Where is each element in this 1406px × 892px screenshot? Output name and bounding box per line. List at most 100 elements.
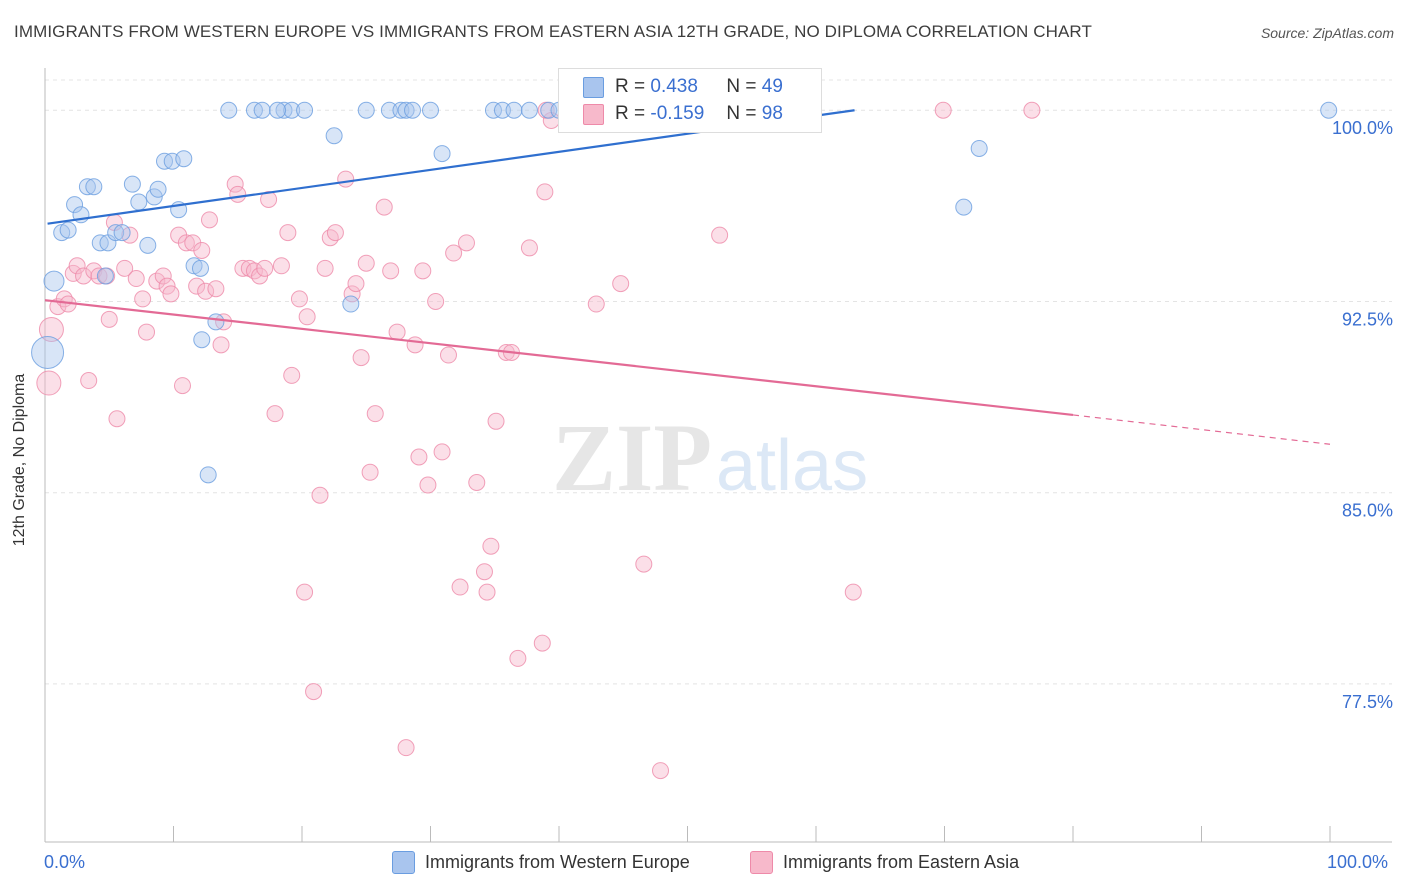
legend-swatch-eastern-asia [750, 851, 773, 874]
data-point [107, 224, 125, 242]
data-point [66, 196, 84, 214]
data-point [404, 101, 422, 119]
data-point [433, 145, 451, 163]
data-point [484, 101, 502, 119]
data-point [311, 486, 329, 504]
data-point [410, 448, 428, 466]
data-point [397, 739, 415, 757]
data-point [347, 275, 365, 293]
legend-n-value: 49 [761, 76, 783, 97]
watermark-atlas: atlas [716, 426, 868, 506]
series-western-europe-points [31, 101, 1338, 484]
y-tick-label: 100.0% [1332, 118, 1393, 138]
data-point [296, 583, 314, 601]
x-tick-label-max: 100.0% [1327, 852, 1389, 872]
data-point [158, 277, 176, 295]
data-point [100, 310, 118, 328]
legend-label-eastern-asia: Immigrants from Eastern Asia [783, 852, 1020, 872]
data-point [337, 170, 355, 188]
stats-legend: R = 0.438 N = 49 R = -0.159 N = 98 [558, 68, 822, 133]
legend-r-label: R = [615, 103, 646, 124]
legend-r-value: -0.159 [650, 103, 705, 124]
data-point [375, 198, 393, 216]
gridlines [45, 79, 1392, 685]
data-point [31, 335, 65, 369]
data-point [154, 267, 172, 285]
data-point [145, 188, 163, 206]
y-tick-label: 92.5% [1342, 309, 1393, 329]
data-point [279, 224, 297, 242]
data-point [266, 405, 284, 423]
data-point [536, 183, 554, 201]
legend-r-value: 0.438 [650, 76, 698, 97]
data-point [433, 443, 451, 461]
data-point [226, 175, 244, 193]
data-point [326, 224, 344, 242]
data-point [78, 178, 96, 196]
data-point [439, 346, 457, 364]
data-point [509, 649, 527, 667]
data-point [540, 101, 558, 119]
data-point [43, 270, 65, 292]
legend-label-western-europe: Immigrants from Western Europe [425, 852, 690, 872]
data-point [200, 211, 218, 229]
data-point [108, 410, 126, 428]
data-point [487, 412, 505, 430]
y-axis-label: 12th Grade, No Diploma [11, 373, 28, 547]
data-point [352, 349, 370, 367]
data-point [175, 150, 193, 168]
x-tick-label-min: 0.0% [44, 852, 86, 872]
data-point [38, 317, 64, 343]
data-point [85, 178, 103, 196]
data-point [934, 101, 952, 119]
data-point [253, 101, 271, 119]
data-point [220, 101, 238, 119]
data-point [283, 101, 301, 119]
data-point [475, 563, 493, 581]
data-point [149, 180, 167, 198]
y-tick-labels: 100.0% 92.5% 85.0% 77.5% [1332, 118, 1393, 712]
data-point [316, 259, 334, 277]
data-point [1023, 101, 1041, 119]
data-point [162, 285, 180, 303]
y-tick-label: 85.0% [1342, 501, 1393, 521]
series-legend: Immigrants from Western Europe Immigrant… [0, 851, 1406, 877]
data-point [844, 583, 862, 601]
data-point [325, 127, 343, 145]
data-point [505, 101, 523, 119]
data-point [229, 185, 247, 203]
data-point [357, 101, 375, 119]
trend-line [44, 299, 1074, 417]
watermark: ZIP atlas [552, 404, 868, 511]
trend-line-extension [1072, 414, 1331, 445]
chart-title: IMMIGRANTS FROM WESTERN EUROPE VS IMMIGR… [14, 22, 1092, 41]
data-point [414, 262, 432, 280]
data-point [392, 101, 410, 119]
data-point [427, 292, 445, 310]
data-point [445, 244, 463, 262]
data-point [272, 257, 290, 275]
data-point [468, 473, 486, 491]
trend-lines [44, 109, 1331, 445]
data-point [138, 323, 156, 341]
data-point [245, 262, 263, 280]
data-point [361, 463, 379, 481]
data-point [193, 241, 211, 259]
legend-swatch-western-europe [583, 76, 604, 98]
data-point [197, 282, 215, 300]
data-point [269, 101, 287, 119]
y-tick-label: 77.5% [1342, 692, 1393, 712]
data-point [955, 198, 973, 216]
data-point [64, 264, 82, 282]
legend-r-label: R = [615, 76, 646, 97]
data-point [1320, 101, 1338, 119]
data-point [520, 239, 538, 257]
data-point [406, 336, 424, 354]
data-point [298, 308, 316, 326]
data-point [96, 267, 114, 285]
legend-swatch-eastern-asia [583, 103, 604, 125]
axes [44, 68, 1392, 843]
data-point [36, 370, 62, 396]
data-point [207, 313, 225, 331]
